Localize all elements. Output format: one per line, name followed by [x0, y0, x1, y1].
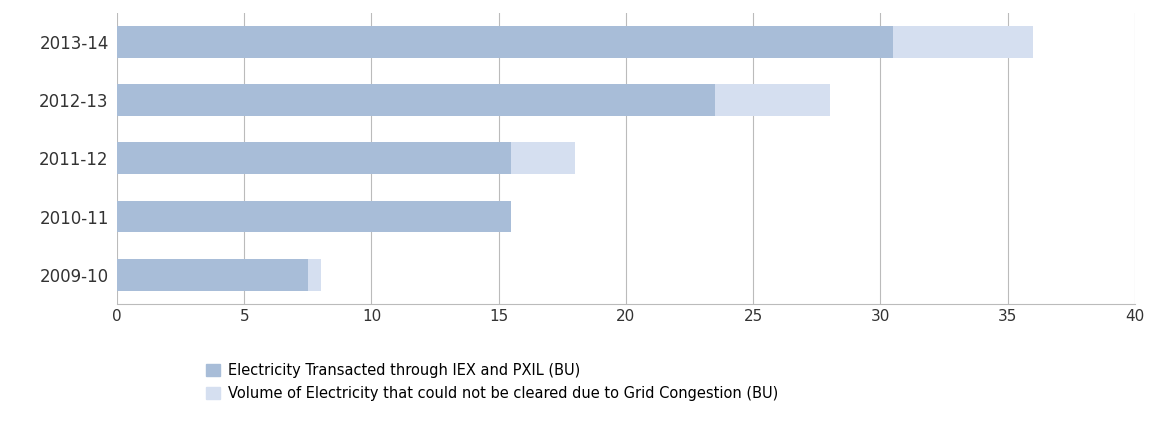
Bar	[117, 142, 574, 174]
Bar	[117, 201, 511, 233]
Bar	[117, 259, 308, 291]
Bar	[117, 26, 893, 58]
Bar	[117, 26, 1033, 58]
Bar	[117, 142, 511, 174]
Legend: Electricity Transacted through IEX and PXIL (BU), Volume of Electricity that cou: Electricity Transacted through IEX and P…	[206, 363, 778, 401]
Bar	[117, 84, 715, 116]
Bar	[117, 201, 511, 233]
Bar	[117, 84, 830, 116]
Bar	[117, 259, 321, 291]
